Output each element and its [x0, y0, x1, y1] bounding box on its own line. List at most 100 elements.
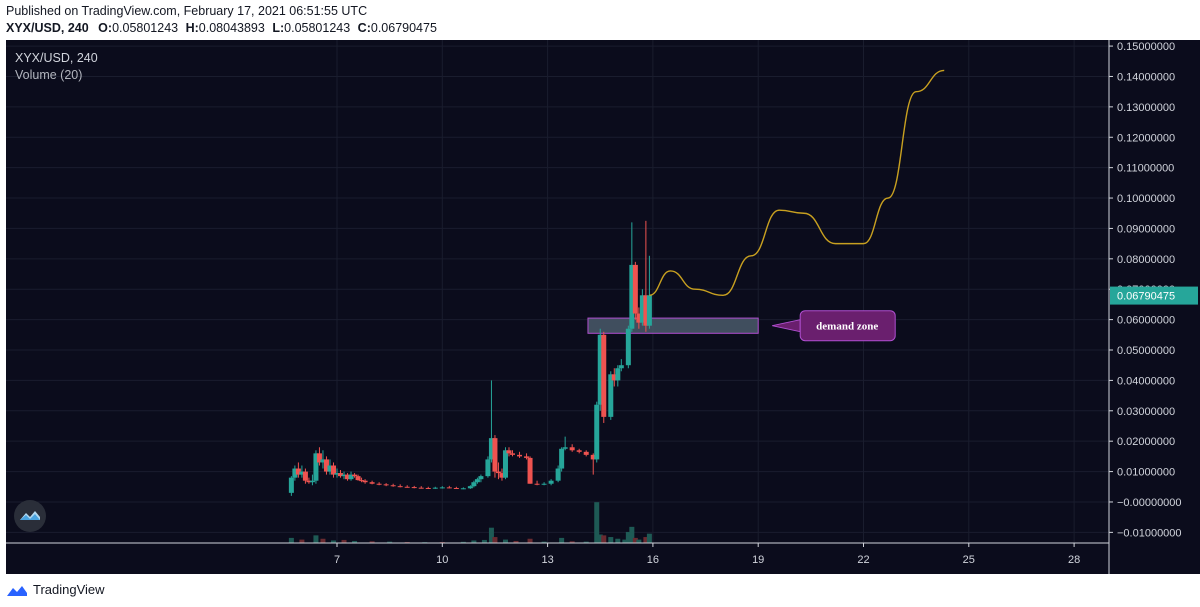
candle-body: [499, 473, 505, 478]
candle-body: [488, 438, 494, 460]
price-tick-label: 0.12000000: [1117, 132, 1175, 144]
price-tick-label: 0.13000000: [1117, 102, 1175, 114]
chart-area[interactable]: demand zone 0.15000000 0.14000000 0.1300000…: [6, 40, 1200, 574]
candle-body: [338, 473, 344, 477]
candle-body: [288, 477, 294, 493]
volume-bar: [608, 537, 614, 543]
price-tick-label: 0.05000000: [1117, 345, 1175, 357]
time-tick-label: 16: [647, 554, 659, 566]
volume-bar: [387, 541, 393, 543]
candle-body: [502, 450, 508, 478]
demand-zone-rect: [587, 317, 759, 334]
volume-bar: [330, 540, 336, 543]
candle-body: [323, 459, 329, 472]
price-tick-label: 0.03000000: [1117, 406, 1175, 418]
candle-body: [615, 368, 621, 381]
tradingview-watermark-icon: [14, 500, 46, 532]
candle-body: [397, 486, 403, 488]
volume-bar: [492, 537, 498, 543]
candle-body: [345, 474, 351, 480]
demand-zone-label: demand zone: [816, 321, 878, 333]
candle-body: [576, 450, 582, 452]
time-tick-label: 22: [857, 554, 869, 566]
time-tick-label: 10: [436, 554, 448, 566]
candle-body: [618, 365, 624, 369]
ohlc-line: XYX/USD, 240 O:0.05801243 H:0.08043893 L…: [6, 21, 437, 35]
price-tick-label: 0.01000000: [1117, 467, 1175, 479]
candle-body: [432, 487, 438, 489]
candle-body: [643, 295, 649, 326]
candle-body: [594, 404, 600, 460]
volume-bar: [601, 535, 607, 543]
price-tick-label: 0.06000000: [1117, 315, 1175, 327]
volume-bar: [632, 537, 638, 543]
volume-bar: [352, 540, 358, 543]
candle-body: [569, 447, 575, 451]
candle-body: [313, 453, 319, 481]
volume-bar: [583, 541, 589, 543]
time-tick-label: 25: [963, 554, 975, 566]
volume-bar: [369, 541, 375, 543]
candle-body: [495, 471, 501, 474]
candle-body: [460, 488, 466, 490]
candle-body: [639, 295, 645, 323]
price-tick-label: 0.02000000: [1117, 436, 1175, 448]
candle-body: [562, 447, 568, 449]
volume-bar: [569, 541, 575, 543]
candle-body: [485, 459, 491, 477]
candle-body: [446, 487, 452, 489]
candle-body: [425, 487, 431, 489]
volume-bar: [636, 539, 642, 543]
candle-body: [316, 453, 322, 463]
volume-bar: [299, 539, 305, 543]
candle-body: [625, 328, 631, 366]
volume-bar: [643, 537, 649, 543]
candle-body: [299, 471, 305, 475]
price-tick-label: 0.14000000: [1117, 71, 1175, 83]
candle-body: [362, 480, 368, 483]
low-label: L:: [272, 21, 285, 35]
candle-body: [376, 483, 382, 485]
published-info: Published on TradingView.com, February 1…: [6, 4, 368, 18]
callout-pointer: [772, 319, 801, 333]
candle-body: [369, 482, 375, 484]
candle-body: [330, 465, 336, 475]
price-tick-label: 0.15000000: [1117, 41, 1175, 53]
time-tick-label: 19: [752, 554, 764, 566]
price-tick-label: 0.04000000: [1117, 375, 1175, 387]
volume-bar: [615, 538, 621, 543]
legend-symbol: XYX/USD, 240: [15, 51, 98, 65]
candle-body: [306, 480, 312, 483]
close-value: 0.06790475: [370, 21, 437, 35]
last-price-tag: [1110, 286, 1198, 305]
candle-body: [559, 448, 565, 469]
legend-volume: Volume (20): [15, 68, 83, 82]
volume-bar: [404, 541, 410, 543]
candle-body: [601, 334, 607, 417]
volume-bar: [559, 537, 565, 543]
candle-body: [302, 471, 308, 481]
candle-body: [517, 454, 523, 457]
candle-body: [439, 487, 445, 489]
price-chart[interactable]: demand zone 0.15000000 0.14000000 0.1300000…: [6, 40, 1200, 574]
candle-body: [404, 486, 410, 488]
candle-body: [583, 451, 589, 455]
candle-body: [292, 468, 298, 478]
candle-body: [295, 468, 301, 475]
footer-brand[interactable]: TradingView: [33, 582, 105, 597]
candle-body: [474, 479, 480, 483]
candle-body: [590, 454, 596, 460]
chart-header: Published on TradingView.com, February 1…: [0, 0, 1200, 40]
volume-bar: [341, 539, 347, 543]
candle-body: [478, 476, 484, 480]
time-tick-label: 7: [334, 554, 340, 566]
open-value: 0.05801243: [112, 21, 179, 35]
candle-body: [453, 487, 459, 489]
candle-body: [534, 483, 540, 485]
price-tick-label: 0.11000000: [1117, 163, 1174, 175]
volume-bar: [541, 541, 547, 543]
candle-body: [383, 484, 389, 486]
volume-bar: [313, 535, 319, 543]
price-tick-label: 0.10000000: [1117, 193, 1175, 205]
candle-body: [341, 474, 347, 477]
